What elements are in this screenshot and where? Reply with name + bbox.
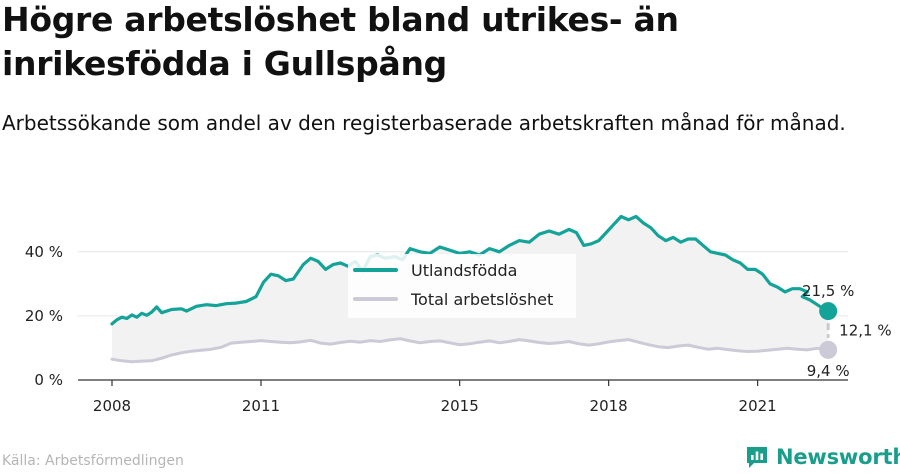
legend-label-foreign: Utlandsfödda: [411, 261, 517, 280]
x-tick-label: 2018: [590, 397, 628, 415]
x-tick-label: 2021: [739, 397, 777, 415]
legend: Utlandsfödda Total arbetslöshet: [348, 254, 576, 318]
series-line-total: [110, 337, 830, 364]
end-marker-total: [819, 340, 838, 359]
x-axis: 2008 2011 2015 2018 2021: [78, 379, 848, 415]
end-label-foreign: 21,5 %: [802, 282, 854, 300]
series-line-foreign: [110, 214, 830, 326]
chart-title: Högre arbetslöshet bland utrikes- än inr…: [2, 0, 679, 83]
series-lines: [110, 214, 830, 364]
legend-label-total: Total arbetslöshet: [410, 290, 553, 309]
legend-box: [348, 254, 576, 318]
end-label-total: 9,4 %: [807, 362, 850, 380]
newsworthy-logo-icon: [747, 447, 767, 468]
y-tick-label: 0 %: [34, 371, 63, 389]
y-tick-label: 40 %: [25, 243, 63, 261]
y-tick-label: 20 %: [25, 307, 63, 325]
brand-name: Newsworthy: [776, 445, 900, 469]
end-marker-foreign: [819, 302, 838, 321]
x-tick-label: 2015: [441, 397, 479, 415]
source-note: Källa: Arbetsförmedlingen: [2, 453, 184, 469]
end-labels: 21,5 % 9,4 % 12,1 %: [802, 282, 892, 380]
difference-label: 12,1 %: [839, 321, 891, 339]
x-tick-label: 2011: [242, 397, 280, 415]
x-tick-label: 2008: [93, 397, 131, 415]
brand-logo: Newsworthy: [745, 442, 900, 472]
chart-subtitle: Arbetssökande som andel av den registerb…: [2, 111, 846, 135]
